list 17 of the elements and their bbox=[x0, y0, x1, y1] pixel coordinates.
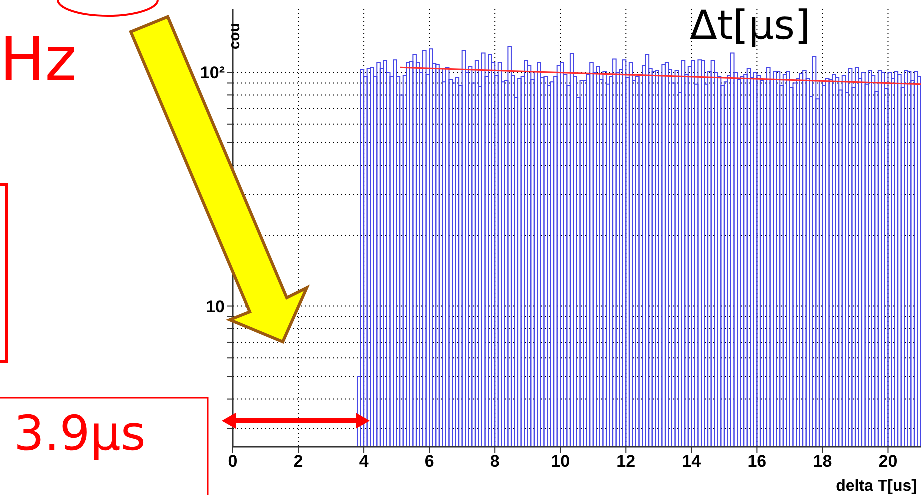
x-tick-label: 2 bbox=[294, 452, 304, 472]
x-tick-label: 10 bbox=[551, 452, 570, 472]
text: Hz bbox=[0, 25, 77, 95]
x-tick-label: 12 bbox=[616, 452, 636, 472]
x-tick-label: 16 bbox=[748, 452, 767, 472]
x-tick-label: 0 bbox=[228, 452, 238, 472]
x-axis-title: delta T[us] bbox=[836, 478, 917, 495]
y-axis-title: cou bbox=[226, 23, 244, 50]
text: 3.9μs bbox=[14, 406, 146, 462]
x-tick-label: 4 bbox=[359, 452, 370, 472]
annotation: Δt[μs] bbox=[690, 2, 811, 50]
x-tick-label: 6 bbox=[424, 452, 434, 472]
x-tick-label: 14 bbox=[682, 452, 702, 472]
x-tick-label: 8 bbox=[490, 452, 500, 472]
y-tick-label: 10² bbox=[200, 64, 226, 83]
x-tick-label: 18 bbox=[813, 452, 832, 472]
x-tick-label: 20 bbox=[878, 452, 898, 472]
